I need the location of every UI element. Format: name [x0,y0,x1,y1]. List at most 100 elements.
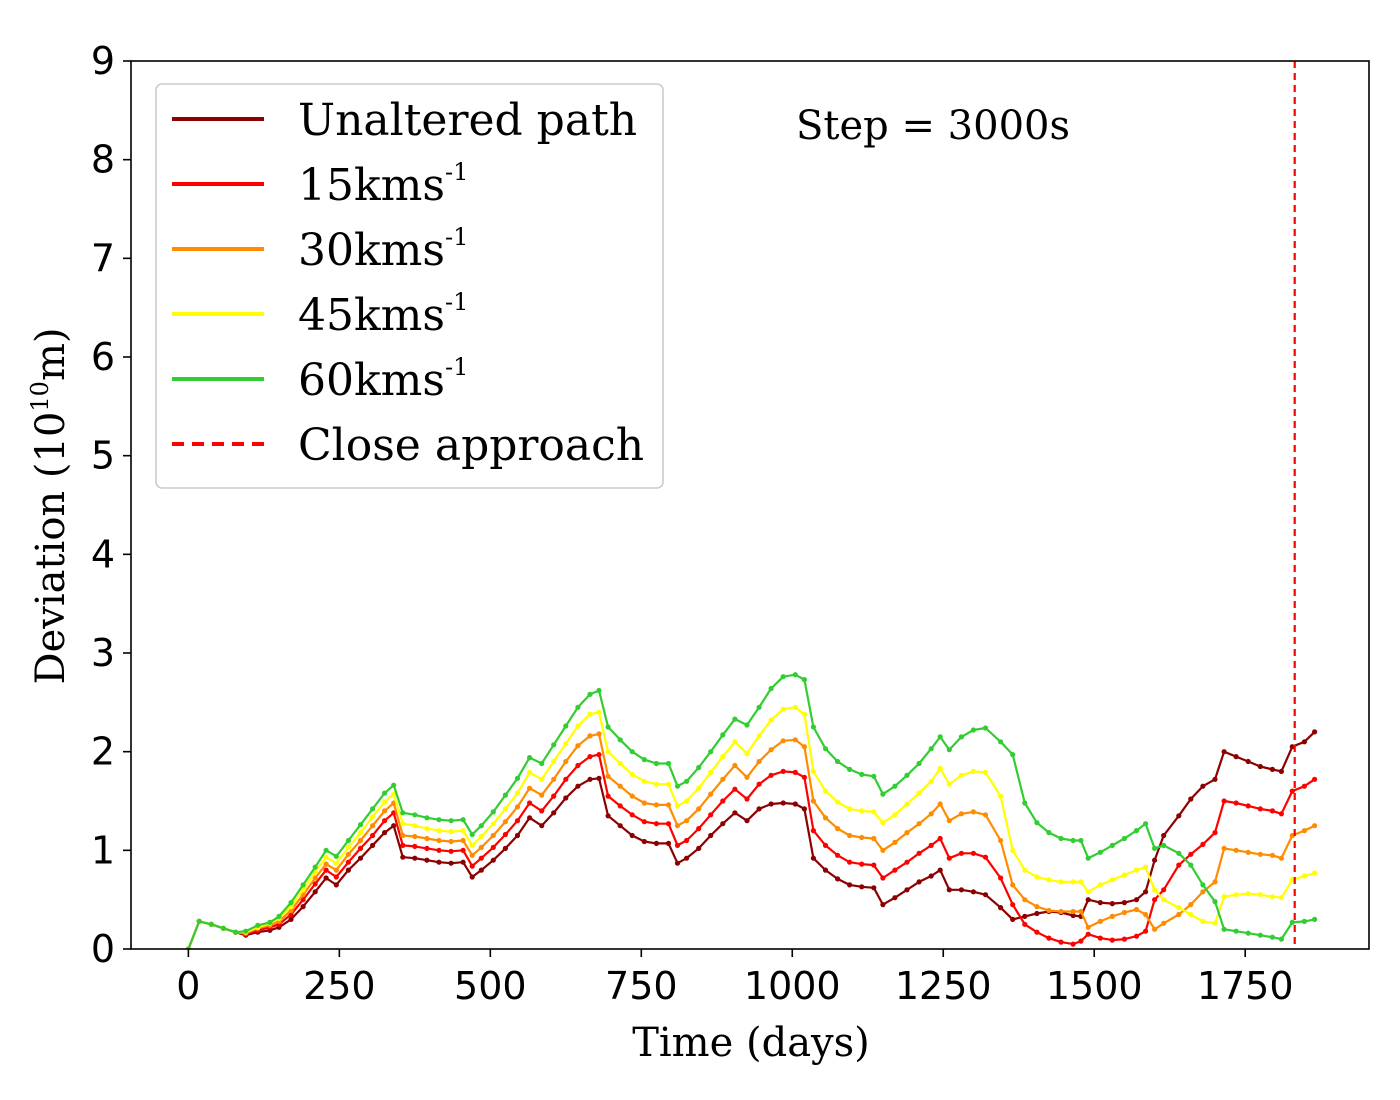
series-0-point [1312,729,1318,735]
series-2-point [937,801,943,807]
series-4-point [596,687,602,694]
series-2-point [1161,920,1167,926]
series-line-4 [187,673,1315,949]
series-1-point [1046,935,1052,941]
x-tick-label: 750 [605,964,678,1008]
series-1-point [847,859,853,865]
series-4-point [1121,835,1127,842]
series-2-point [1085,924,1091,930]
series-1-point [822,842,829,849]
series-3-point [1022,867,1028,873]
series-0-point [539,823,545,829]
legend-label-text: 30kms [298,225,445,276]
series-3-point [323,854,329,860]
series-2-point [982,812,989,818]
series-line-1 [187,753,1316,949]
series-2-point [998,837,1004,844]
series-3-point [1221,894,1227,900]
series-1-point [1233,800,1239,806]
series-0-point [596,775,602,781]
series-2-point [892,839,898,846]
series-0-point [563,795,569,801]
series-2-point [514,804,521,810]
series-3-point [1046,877,1052,883]
series-2-point [958,811,965,817]
series-3-point [810,768,817,775]
series-1-point [357,845,364,852]
series-2-point [1212,879,1218,885]
series-4-point [732,716,738,722]
series-0-point [1121,900,1127,906]
series-4-point [1046,830,1052,836]
series-0-point [1097,900,1103,906]
series-4-point [1010,752,1016,758]
series-3-point [732,739,738,745]
series-0-point [871,885,877,891]
series-2-point [871,835,877,842]
legend-label-exponent: -1 [445,158,468,186]
series-0-point [904,887,910,893]
legend-label-text: Close approach [298,420,644,471]
y-tick-label: 2 [91,730,115,774]
series-4-point [1200,882,1206,888]
series-4-point [469,831,475,838]
series-1-point [514,818,521,824]
series-0-point [527,815,533,821]
series-1-point [880,875,886,881]
series-2-point [1109,913,1115,920]
series-3-point [696,785,702,791]
series-2-point [1257,851,1263,857]
series-0-point [1010,916,1016,923]
series-2-point [674,823,681,829]
series-4-point [822,746,829,752]
y-tick-label: 1 [91,828,115,872]
series-1-point [1301,783,1307,789]
series-1-point [653,821,660,827]
series-4-point [551,742,557,748]
legend-label-text: 45kms [298,290,445,341]
series-2-point [490,832,496,839]
series-1-point [970,850,977,856]
series-3-point [970,768,977,775]
series-4-point [1161,842,1167,849]
series-3-point [596,709,602,715]
series-3-point [684,798,690,804]
series-3-point [1010,847,1016,853]
series-2-point [641,800,647,806]
series-4-point [708,749,714,755]
y-axis-label-unit: m) [28,327,74,381]
series-4-point [1221,926,1227,932]
series-4-point [243,928,249,934]
series-2-point [1221,845,1227,852]
series-1-point [333,874,339,880]
series-1-point [859,861,865,867]
series-0-point [312,889,318,895]
series-3-point [563,741,569,747]
series-3-point [1085,889,1091,895]
series-4-point [847,766,853,773]
series-1-point [424,845,430,852]
series-0-point [696,845,702,852]
legend-label: 15kms-1 [298,158,468,211]
series-3-point [424,826,430,832]
plot-area [185,61,1318,949]
series-1-point [1143,928,1149,934]
series-1-point [1010,902,1016,908]
series-4-point [382,790,388,796]
legend: Unaltered path15kms-130kms-145kms-160kms… [155,83,664,489]
series-3-point [490,821,496,827]
series-4-point [1233,928,1239,934]
series-3-point [835,799,841,805]
series-2-point [617,783,623,789]
series-1-point [288,911,294,918]
series-4-point [674,783,681,789]
series-4-point [1109,842,1115,849]
series-4-point [1301,918,1307,925]
series-0-point [768,801,774,807]
series-2-point [1121,909,1127,916]
series-4-point [370,806,376,812]
series-4-point [859,771,865,778]
series-1-point [1278,811,1284,817]
series-1-point [958,850,965,856]
series-2-point [1097,918,1103,925]
